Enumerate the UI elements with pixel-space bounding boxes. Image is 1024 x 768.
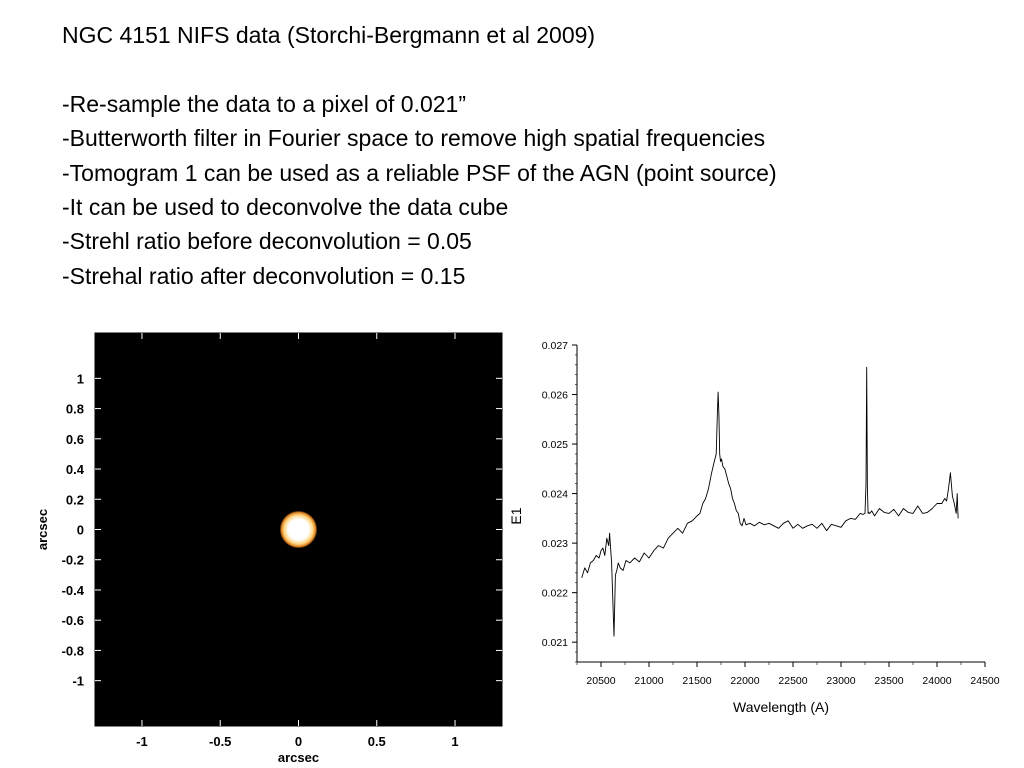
bullet-butterworth: -Butterworth filter in Fourier space to …: [62, 125, 766, 152]
image-y-axis-label: arcsec: [35, 509, 50, 550]
image-y-tick-label: -0.2: [62, 553, 84, 568]
image-x-axis-label: arcsec: [278, 750, 319, 765]
bullet-strehl-before: -Strehl ratio before deconvolution = 0.0…: [62, 228, 472, 255]
psf-point-source: [279, 510, 318, 549]
spectrum-x-tick-label: 23500: [874, 675, 903, 687]
image-x-tick-label: -0.5: [209, 734, 231, 749]
spectrum-y-tick-label: 0.027: [542, 340, 568, 352]
spectrum-y-tick-label: 0.024: [542, 489, 568, 501]
spectrum-x-tick-label: 20500: [586, 675, 615, 687]
spectrum-y-tick-label: 0.021: [542, 637, 568, 649]
image-y-tick-label: 0.4: [66, 462, 85, 477]
spectrum-x-tick-label: 21500: [682, 675, 711, 687]
spectrum-y-tick-label: 0.026: [542, 390, 568, 402]
bullet-resample: -Re-sample the data to a pixel of 0.021”: [62, 90, 467, 117]
spectrum-y-axis-label: E1: [508, 507, 524, 524]
spectrum-x-tick-label: 23000: [826, 675, 855, 687]
image-y-tick-label: -0.8: [62, 643, 84, 658]
image-x-tick-label: 1: [451, 734, 458, 749]
image-y-tick-label: -1: [72, 674, 84, 689]
spectrum-x-tick-label: 22500: [778, 675, 807, 687]
bullet-deconvolve: -It can be used to deconvolve the data c…: [62, 194, 509, 221]
spectrum-x-tick-label: 24000: [922, 675, 951, 687]
image-y-tick-label: 0.8: [66, 402, 84, 417]
image-y-tick-label: -0.4: [62, 583, 85, 598]
spectrum-y-tick-label: 0.025: [542, 439, 568, 451]
spectrum-x-tick-label: 24500: [970, 675, 999, 687]
image-x-tick-label: -1: [136, 734, 148, 749]
spectrum-x-tick-label: 21000: [634, 675, 663, 687]
image-y-tick-label: 0.2: [66, 492, 84, 507]
bullet-strehl-after: -Strehal ratio after deconvolution = 0.1…: [62, 262, 466, 289]
spectrum-y-tick-label: 0.022: [542, 588, 568, 600]
spectrum-x-axis-label: Wavelength (A): [733, 699, 829, 715]
spectrum-y-tick-label: 0.023: [542, 538, 568, 550]
spectrum-x-tick-label: 22000: [730, 675, 759, 687]
image-y-tick-label: 0: [77, 523, 84, 538]
image-y-tick-label: -0.6: [62, 613, 84, 628]
spectrum-series-line: [581, 366, 959, 637]
slide-text: NGC 4151 NIFS data (Storchi-Bergmann et …: [62, 18, 1012, 293]
image-x-tick-label: 0.5: [368, 734, 386, 749]
image-y-tick-label: 1: [77, 371, 84, 386]
bullet-tomogram: -Tomogram 1 can be used as a reliable PS…: [62, 159, 777, 186]
slide-title: NGC 4151 NIFS data (Storchi-Bergmann et …: [62, 22, 596, 48]
image-x-tick-label: 0: [295, 734, 302, 749]
image-y-tick-label: 0.6: [66, 432, 84, 447]
